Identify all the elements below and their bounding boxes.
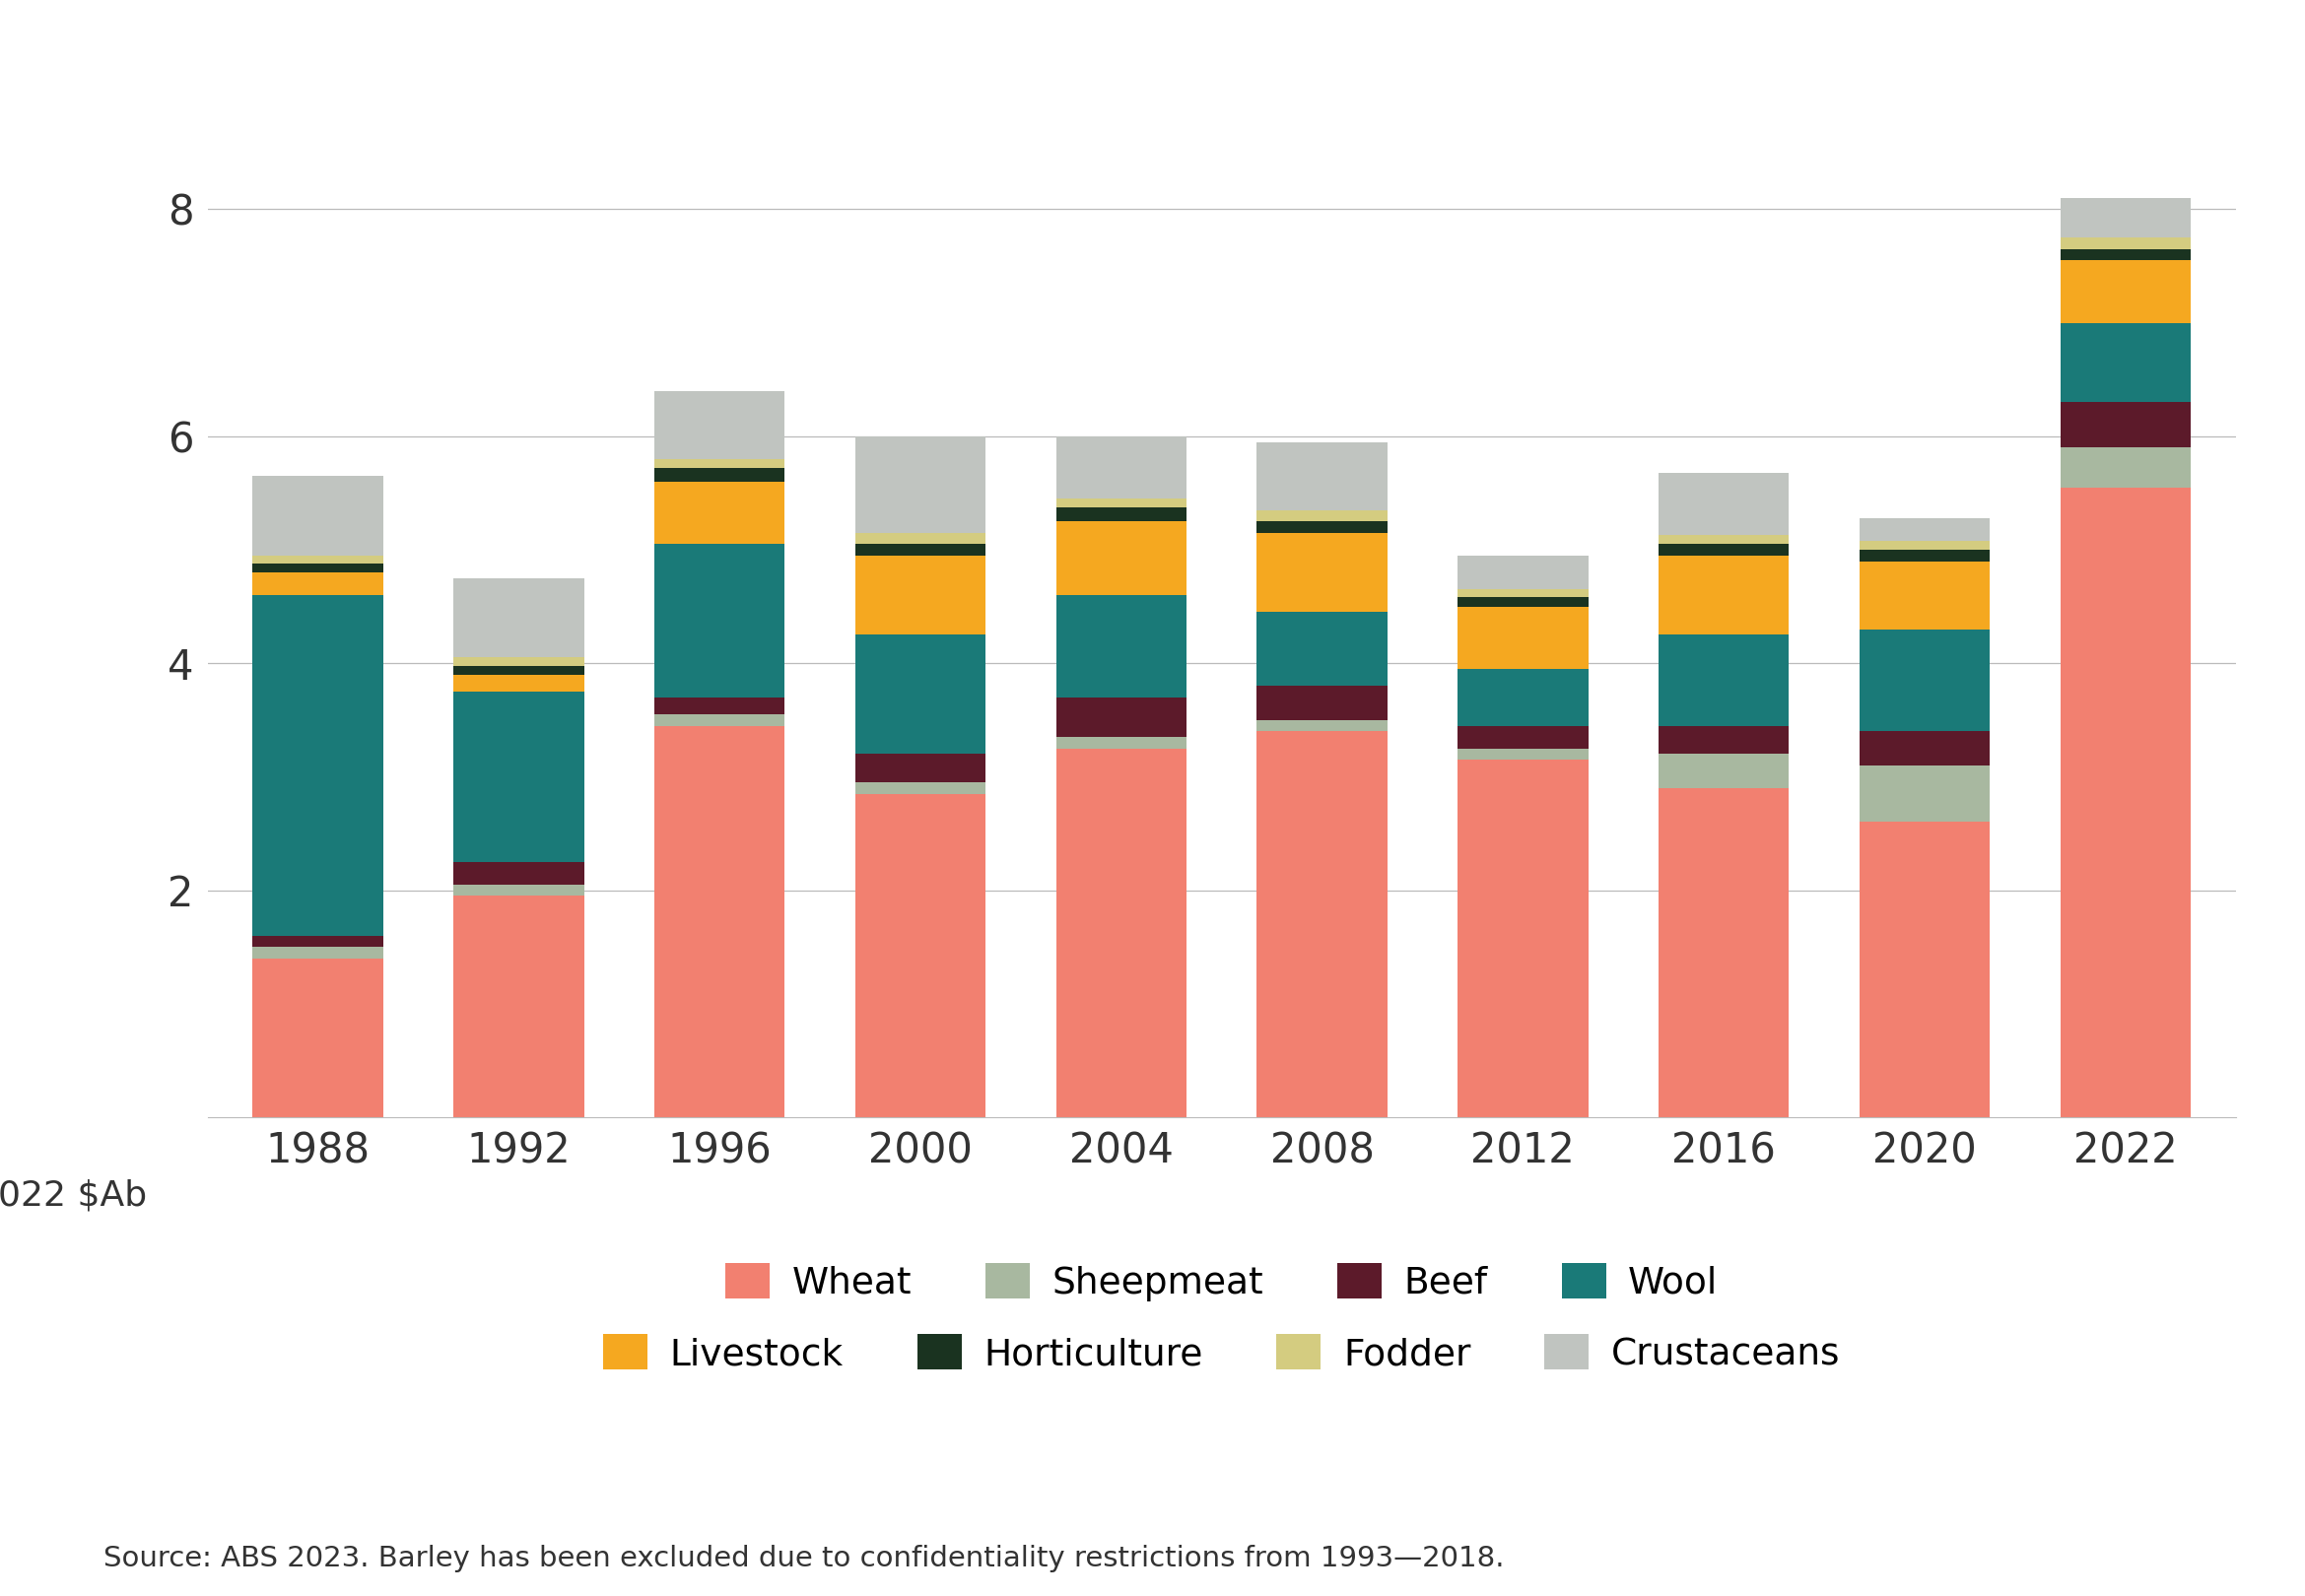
Bar (1056, 697, 1187, 737)
Bar (655, 544, 784, 697)
Bar (1660, 726, 1789, 753)
Bar (1056, 436, 1187, 498)
Bar (1860, 822, 1989, 1117)
Bar (454, 578, 583, 658)
Bar (2061, 238, 2190, 249)
Bar (454, 666, 583, 675)
Bar (1457, 726, 1588, 749)
Bar (2061, 487, 2190, 1117)
Bar (454, 884, 583, 895)
Bar (1660, 555, 1789, 635)
Bar (1660, 635, 1789, 726)
Bar (655, 726, 784, 1117)
Bar (254, 946, 383, 958)
Bar (655, 468, 784, 482)
Bar (855, 436, 987, 533)
Bar (1457, 760, 1588, 1117)
Bar (1056, 522, 1187, 595)
Bar (2061, 402, 2190, 447)
Bar (1457, 669, 1588, 726)
Bar (1056, 498, 1187, 508)
Bar (855, 782, 987, 793)
Bar (855, 544, 987, 555)
Bar (655, 391, 784, 460)
Bar (1860, 519, 1989, 541)
Bar (1860, 549, 1989, 562)
Bar (254, 563, 383, 573)
Bar (1660, 535, 1789, 544)
Bar (1256, 613, 1388, 686)
Bar (1256, 511, 1388, 522)
Bar (254, 595, 383, 935)
Bar (1860, 766, 1989, 822)
Bar (655, 715, 784, 726)
Bar (1660, 788, 1789, 1117)
Bar (454, 658, 583, 666)
Bar (1457, 589, 1588, 597)
Bar (1056, 595, 1187, 697)
Text: 2022 $Ab: 2022 $Ab (0, 1178, 148, 1211)
Bar (254, 935, 383, 946)
Bar (1860, 629, 1989, 731)
Bar (1256, 522, 1388, 533)
Bar (1256, 731, 1388, 1117)
Bar (1457, 749, 1588, 760)
Bar (855, 555, 987, 635)
Bar (454, 895, 583, 1117)
Bar (1457, 555, 1588, 589)
Bar (454, 675, 583, 691)
Legend: Livestock, Horticulture, Fodder, Crustaceans: Livestock, Horticulture, Fodder, Crustac… (588, 1320, 1856, 1387)
Bar (254, 573, 383, 595)
Bar (855, 635, 987, 753)
Bar (1256, 533, 1388, 613)
Bar (855, 793, 987, 1117)
Bar (855, 753, 987, 782)
Bar (254, 476, 383, 555)
Bar (254, 555, 383, 563)
Bar (2061, 249, 2190, 260)
Bar (1660, 544, 1789, 555)
Bar (655, 482, 784, 544)
Bar (254, 958, 383, 1117)
Bar (1056, 749, 1187, 1117)
Bar (1256, 442, 1388, 511)
Bar (1457, 597, 1588, 606)
Bar (2061, 447, 2190, 487)
Bar (1860, 731, 1989, 766)
Bar (1256, 720, 1388, 731)
Bar (454, 862, 583, 884)
Bar (1056, 737, 1187, 749)
Bar (1660, 472, 1789, 535)
Bar (1457, 606, 1588, 669)
Bar (655, 460, 784, 468)
Bar (2061, 198, 2190, 238)
Bar (1660, 753, 1789, 788)
Bar (454, 691, 583, 862)
Bar (1860, 562, 1989, 629)
Bar (1860, 541, 1989, 549)
Bar (855, 533, 987, 544)
Bar (2061, 322, 2190, 402)
Bar (655, 697, 784, 715)
Bar (1256, 686, 1388, 720)
Bar (1056, 508, 1187, 522)
Text: Source: ABS 2023. Barley has been excluded due to confidentiality restrictions f: Source: ABS 2023. Barley has been exclud… (104, 1545, 1505, 1572)
Bar (2061, 260, 2190, 322)
